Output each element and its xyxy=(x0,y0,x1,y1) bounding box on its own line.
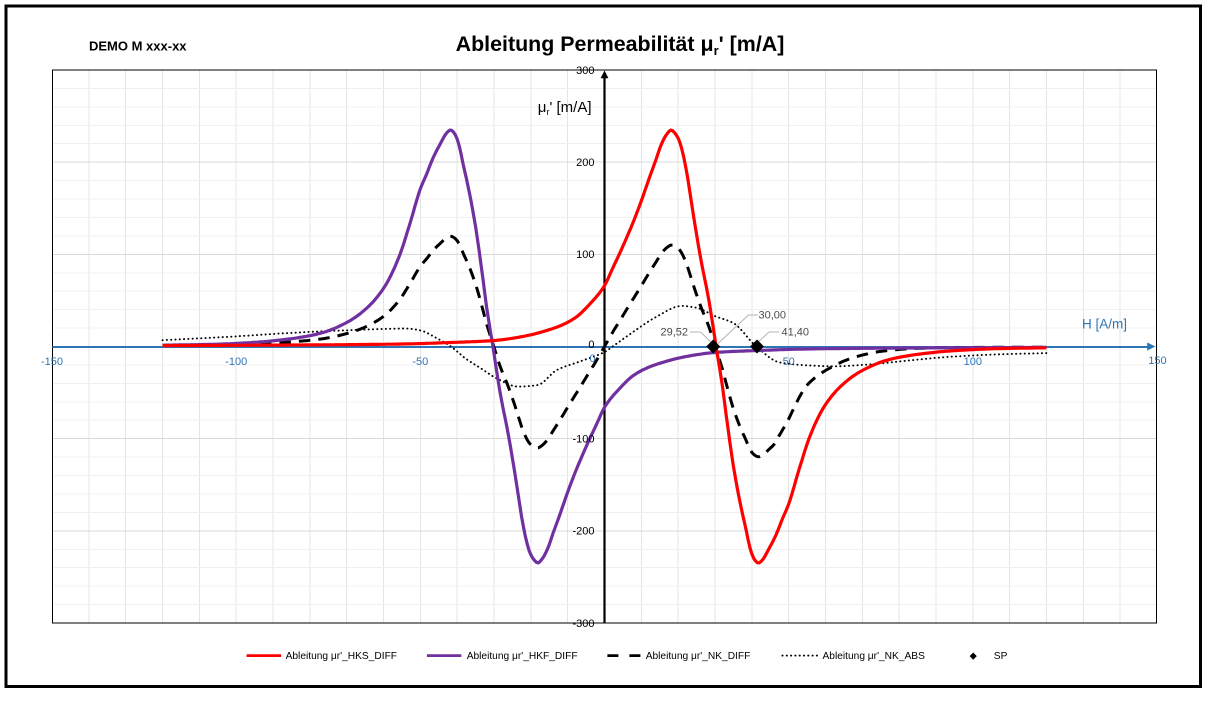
svg-text:0: 0 xyxy=(589,353,595,365)
svg-text:29,52: 29,52 xyxy=(660,327,688,339)
svg-text:-100: -100 xyxy=(225,356,247,368)
svg-text:-100: -100 xyxy=(572,434,594,446)
svg-text:H [A/m]: H [A/m] xyxy=(1082,317,1127,332)
svg-text:DEMO M xxx-xx: DEMO M xxx-xx xyxy=(89,39,187,54)
svg-text:-50: -50 xyxy=(412,356,428,368)
svg-text:30,00: 30,00 xyxy=(759,310,787,322)
svg-text:41,40: 41,40 xyxy=(782,327,810,339)
svg-text:-200: -200 xyxy=(572,526,594,538)
svg-text:-150: -150 xyxy=(41,356,63,368)
svg-text:Ableitung μr'_NK_DIFF: Ableitung μr'_NK_DIFF xyxy=(646,651,751,662)
svg-text:μr' [m/A]: μr' [m/A] xyxy=(538,99,592,117)
svg-text:Ableitung μr'_NK_ABS: Ableitung μr'_NK_ABS xyxy=(823,651,926,662)
svg-text:50: 50 xyxy=(783,356,795,368)
svg-text:150: 150 xyxy=(1148,355,1166,367)
svg-text:-300: -300 xyxy=(572,618,594,630)
svg-text:0: 0 xyxy=(588,339,594,351)
svg-text:300: 300 xyxy=(576,65,594,77)
svg-text:200: 200 xyxy=(576,157,594,169)
svg-text:Ableitung μr'_HKS_DIFF: Ableitung μr'_HKS_DIFF xyxy=(286,651,397,662)
svg-text:Ableitung μr'_HKF_DIFF: Ableitung μr'_HKF_DIFF xyxy=(467,651,578,662)
svg-text:SP: SP xyxy=(994,651,1008,662)
svg-text:100: 100 xyxy=(964,356,982,368)
svg-text:100: 100 xyxy=(576,249,594,261)
svg-text:Ableitung Permeabilität μr' [m: Ableitung Permeabilität μr' [m/A] xyxy=(456,32,785,58)
